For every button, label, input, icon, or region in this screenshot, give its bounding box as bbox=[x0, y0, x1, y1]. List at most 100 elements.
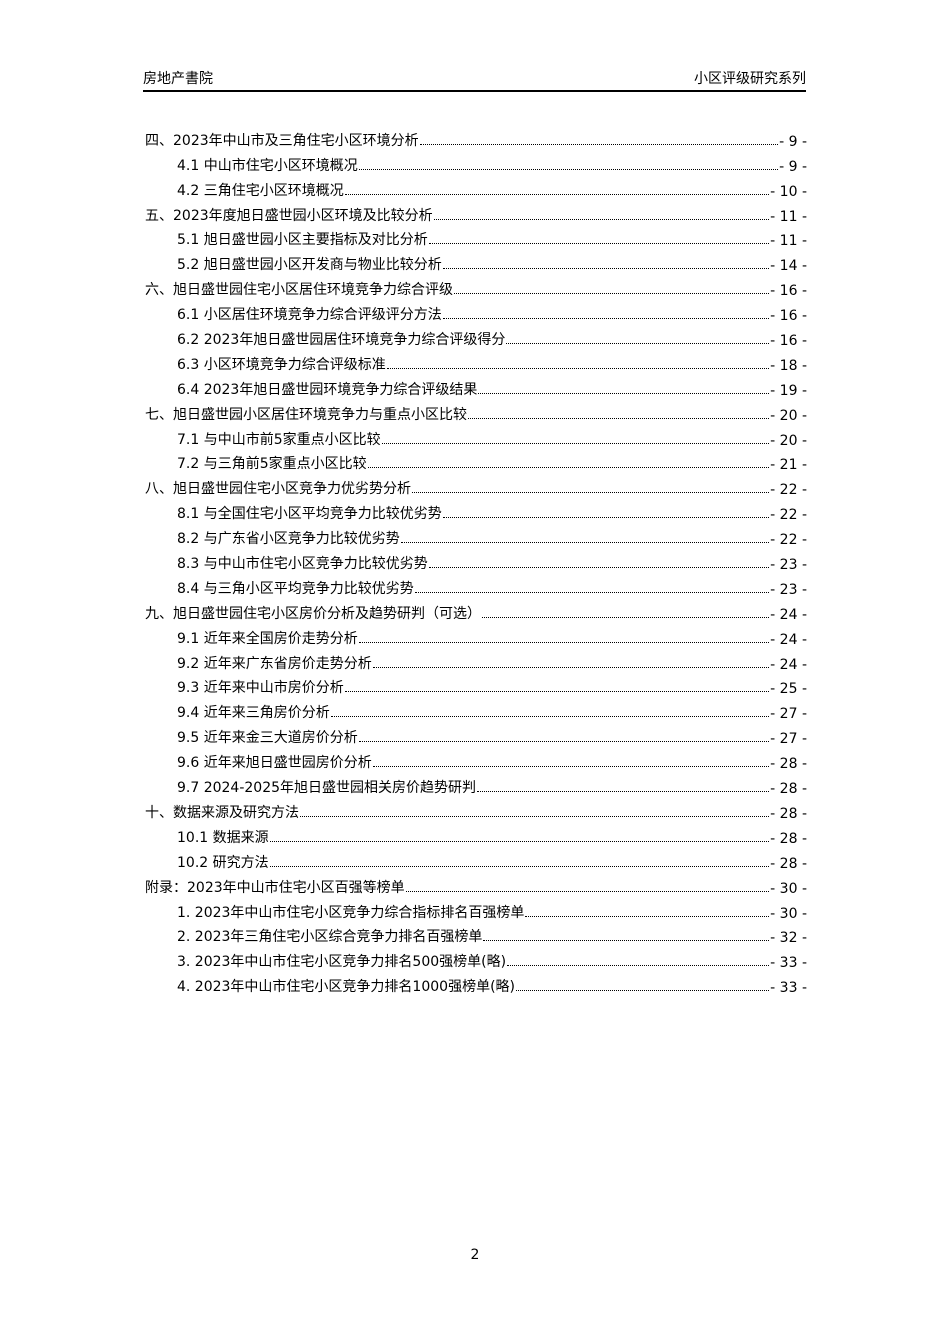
toc-entry-page: - 33 - bbox=[770, 980, 807, 997]
toc-entry-page: - 32 - bbox=[770, 930, 807, 947]
toc-entry-page: - 28 - bbox=[770, 781, 807, 798]
toc-entry[interactable]: 五、2023年度旭日盛世园小区环境及比较分析 - 11 - bbox=[145, 200, 807, 225]
toc-entry-title: 9.1 近年来全国房价走势分析 bbox=[177, 630, 358, 647]
toc-entry-page: - 28 - bbox=[770, 805, 807, 822]
toc-entry[interactable]: 6.1 小区居住环境竞争力综合评级评分方法 - 16 - bbox=[145, 299, 807, 324]
dot-leader bbox=[358, 741, 770, 743]
dot-leader bbox=[358, 168, 779, 170]
page-number: 2 bbox=[470, 1247, 480, 1263]
toc-entry[interactable]: 九、旭日盛世园住宅小区房价分析及趋势研判（可选） - 24 - bbox=[145, 598, 807, 623]
dot-leader bbox=[358, 641, 770, 643]
toc-entry[interactable]: 5.1 旭日盛世园小区主要指标及对比分析 - 11 - bbox=[145, 225, 807, 249]
toc-entry-title: 9.2 近年来广东省房价走势分析 bbox=[177, 655, 372, 672]
toc-entry-title: 九、旭日盛世园住宅小区房价分析及趋势研判（可选） bbox=[145, 605, 481, 622]
dot-leader bbox=[525, 915, 770, 917]
dot-leader bbox=[300, 815, 770, 817]
toc-entry-title: 八、旭日盛世园住宅小区竞争力优劣势分析 bbox=[145, 481, 411, 498]
toc-entry[interactable]: 1. 2023年中山市住宅小区竞争力综合指标排名百强榜单 - 30 - bbox=[145, 897, 807, 922]
toc-entry[interactable]: 6.3 小区环境竞争力综合评级标准 - 18 - bbox=[145, 349, 807, 374]
toc-entry[interactable]: 四、2023年中山市及三角住宅小区环境分析 - 9 - bbox=[145, 125, 807, 150]
dot-leader bbox=[269, 840, 770, 842]
toc-entry-title: 3. 2023年中山市住宅小区竞争力排名500强榜单(略) bbox=[177, 954, 507, 971]
toc-entry[interactable]: 9.7 2024-2025年旭日盛世园相关房价趋势研判 - 28 - bbox=[145, 772, 807, 797]
toc-entry[interactable]: 4.1 中山市住宅小区环境概况 - 9 - bbox=[145, 150, 807, 175]
toc-entry[interactable]: 六、旭日盛世园住宅小区居住环境竞争力综合评级 - 16 - bbox=[145, 274, 807, 299]
toc-entry-page: - 23 - bbox=[770, 581, 807, 598]
dot-leader bbox=[405, 890, 770, 892]
toc-entry[interactable]: 8.3 与中山市住宅小区竞争力比较优劣势 - 23 - bbox=[145, 548, 807, 573]
toc-entry[interactable]: 十、数据来源及研究方法 - 28 - bbox=[145, 797, 807, 822]
toc-entry[interactable]: 附录：2023年中山市住宅小区百强等榜单 - 30 - bbox=[145, 872, 807, 897]
toc-entry-title: 7.2 与三角前5家重点小区比较 bbox=[177, 456, 367, 473]
toc-entry-title: 7.1 与中山市前5家重点小区比较 bbox=[177, 431, 381, 448]
toc-entry-page: - 24 - bbox=[770, 631, 807, 648]
toc-entry[interactable]: 七、旭日盛世园小区居住环境竞争力与重点小区比较 - 20 - bbox=[145, 399, 807, 424]
toc-entry-page: - 22 - bbox=[770, 507, 807, 524]
toc-entry-title: 4.2 三角住宅小区环境概况 bbox=[177, 182, 344, 199]
toc-entry-page: - 20 - bbox=[770, 407, 807, 424]
toc-entry[interactable]: 6.4 2023年旭日盛世园环境竞争力综合评级结果 - 19 - bbox=[145, 374, 807, 399]
toc-entry[interactable]: 10.2 研究方法 - 28 - bbox=[145, 847, 807, 872]
dot-leader bbox=[400, 542, 770, 544]
toc-entry[interactable]: 7.2 与三角前5家重点小区比较 - 21 - bbox=[145, 449, 807, 473]
dot-leader bbox=[330, 716, 770, 718]
toc-entry-title: 5.2 旭日盛世园小区开发商与物业比较分析 bbox=[177, 257, 442, 274]
dot-leader bbox=[372, 666, 770, 668]
toc-entry-title: 附录：2023年中山市住宅小区百强等榜单 bbox=[145, 879, 405, 896]
toc-entry[interactable]: 5.2 旭日盛世园小区开发商与物业比较分析 - 14 - bbox=[145, 249, 807, 274]
dot-leader bbox=[344, 193, 770, 195]
dot-leader bbox=[516, 990, 770, 992]
toc-entry-page: - 30 - bbox=[770, 880, 807, 897]
toc-entry[interactable]: 8.2 与广东省小区竞争力比较优劣势 - 22 - bbox=[145, 523, 807, 548]
toc-entry[interactable]: 8.4 与三角小区平均竞争力比较优劣势 - 23 - bbox=[145, 573, 807, 598]
toc-entry-page: - 11 - bbox=[770, 208, 807, 225]
dot-leader bbox=[468, 417, 770, 419]
dot-leader bbox=[454, 293, 770, 295]
header-series: 小区评级研究系列 bbox=[694, 71, 806, 87]
toc-entry[interactable]: 2. 2023年三角住宅小区综合竞争力排名百强榜单 - 32 - bbox=[145, 922, 807, 947]
toc-entry[interactable]: 7.1 与中山市前5家重点小区比较 - 20 - bbox=[145, 424, 807, 449]
toc-entry[interactable]: 4.2 三角住宅小区环境概况 - 10 - bbox=[145, 175, 807, 200]
toc-entry-page: - 10 - bbox=[770, 183, 807, 200]
toc-entry-title: 6.1 小区居住环境竞争力综合评级评分方法 bbox=[177, 307, 442, 324]
toc-entry-page: - 24 - bbox=[770, 656, 807, 673]
toc-entry-page: - 16 - bbox=[770, 308, 807, 325]
dot-leader bbox=[344, 691, 770, 693]
dot-leader bbox=[506, 343, 770, 345]
toc-entry-title: 四、2023年中山市及三角住宅小区环境分析 bbox=[145, 132, 419, 149]
dot-leader bbox=[428, 243, 770, 245]
toc-entry-page: - 22 - bbox=[770, 482, 807, 499]
toc-entry[interactable]: 8.1 与全国住宅小区平均竞争力比较优劣势 - 22 - bbox=[145, 498, 807, 523]
toc-entry-title: 9.5 近年来金三大道房价分析 bbox=[177, 730, 358, 747]
toc-entry[interactable]: 9.3 近年来中山市房价分析 - 25 - bbox=[145, 673, 807, 697]
toc-entry-page: - 28 - bbox=[770, 756, 807, 773]
toc-entry[interactable]: 3. 2023年中山市住宅小区竞争力排名500强榜单(略) - 33 - bbox=[145, 946, 807, 971]
header-publisher: 房地产書院 bbox=[143, 71, 213, 87]
toc-entry[interactable]: 9.6 近年来旭日盛世园房价分析 - 28 - bbox=[145, 747, 807, 772]
toc-entry-page: - 9 - bbox=[779, 133, 807, 150]
toc-entry-title: 4. 2023年中山市住宅小区竞争力排名1000强榜单(略) bbox=[177, 979, 515, 996]
toc-entry-page: - 16 - bbox=[770, 283, 807, 300]
toc-entry[interactable]: 9.2 近年来广东省房价走势分析 - 24 - bbox=[145, 648, 807, 673]
dot-leader bbox=[433, 218, 770, 220]
toc-entry-page: - 24 - bbox=[770, 606, 807, 623]
toc-entry-page: - 20 - bbox=[770, 432, 807, 449]
toc-entry-title: 8.3 与中山市住宅小区竞争力比较优劣势 bbox=[177, 556, 428, 573]
toc-entry-title: 10.2 研究方法 bbox=[177, 854, 269, 871]
toc-entry[interactable]: 10.1 数据来源 - 28 - bbox=[145, 822, 807, 847]
toc-entry-title: 9.7 2024-2025年旭日盛世园相关房价趋势研判 bbox=[177, 780, 477, 797]
toc-entry-page: - 18 - bbox=[770, 357, 807, 374]
dot-leader bbox=[507, 965, 770, 967]
toc-entry[interactable]: 八、旭日盛世园住宅小区竞争力优劣势分析 - 22 - bbox=[145, 473, 807, 498]
dot-leader bbox=[442, 517, 770, 519]
toc-entry-title: 8.1 与全国住宅小区平均竞争力比较优劣势 bbox=[177, 506, 442, 523]
toc-entry-page: - 28 - bbox=[770, 855, 807, 872]
dot-leader bbox=[478, 392, 770, 394]
toc-entry[interactable]: 4. 2023年中山市住宅小区竞争力排名1000强榜单(略) - 33 - bbox=[145, 971, 807, 996]
toc-entry[interactable]: 9.4 近年来三角房价分析 - 27 - bbox=[145, 697, 807, 722]
toc-entry[interactable]: 9.5 近年来金三大道房价分析 - 27 - bbox=[145, 722, 807, 747]
toc-entry[interactable]: 6.2 2023年旭日盛世园居住环境竞争力综合评级得分 - 16 - bbox=[145, 324, 807, 349]
dot-leader bbox=[477, 791, 770, 793]
toc-entry-title: 8.4 与三角小区平均竞争力比较优劣势 bbox=[177, 580, 414, 597]
toc-entry[interactable]: 9.1 近年来全国房价走势分析 - 24 - bbox=[145, 623, 807, 648]
